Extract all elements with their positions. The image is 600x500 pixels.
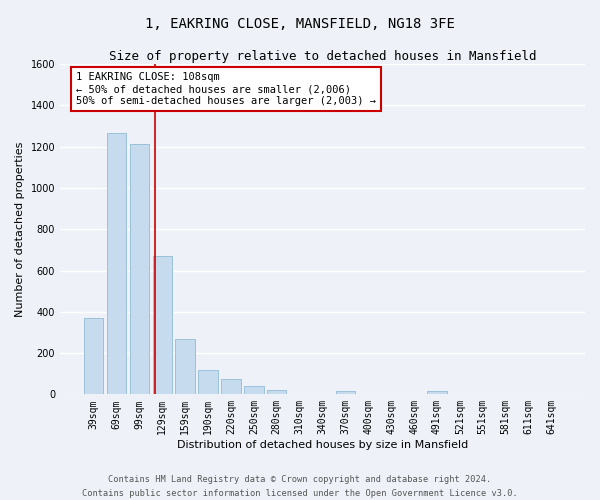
Text: Contains HM Land Registry data © Crown copyright and database right 2024.
Contai: Contains HM Land Registry data © Crown c… [82, 476, 518, 498]
Bar [427, 390, 446, 394]
Text: 1 EAKRING CLOSE: 108sqm
← 50% of detached houses are smaller (2,006)
50% of semi: 1 EAKRING CLOSE: 108sqm ← 50% of detache… [76, 72, 376, 106]
Bar [152, 256, 172, 394]
Text: 1, EAKRING CLOSE, MANSFIELD, NG18 3FE: 1, EAKRING CLOSE, MANSFIELD, NG18 3FE [145, 18, 455, 32]
Bar [199, 370, 218, 394]
Title: Size of property relative to detached houses in Mansfield: Size of property relative to detached ho… [109, 50, 536, 63]
Bar [221, 380, 241, 394]
X-axis label: Distribution of detached houses by size in Mansfield: Distribution of detached houses by size … [177, 440, 468, 450]
Bar [130, 144, 149, 394]
Bar [244, 386, 263, 394]
Bar [84, 318, 103, 394]
Y-axis label: Number of detached properties: Number of detached properties [15, 142, 25, 317]
Bar [335, 390, 355, 394]
Bar [175, 338, 195, 394]
Bar [107, 134, 126, 394]
Bar [267, 390, 286, 394]
